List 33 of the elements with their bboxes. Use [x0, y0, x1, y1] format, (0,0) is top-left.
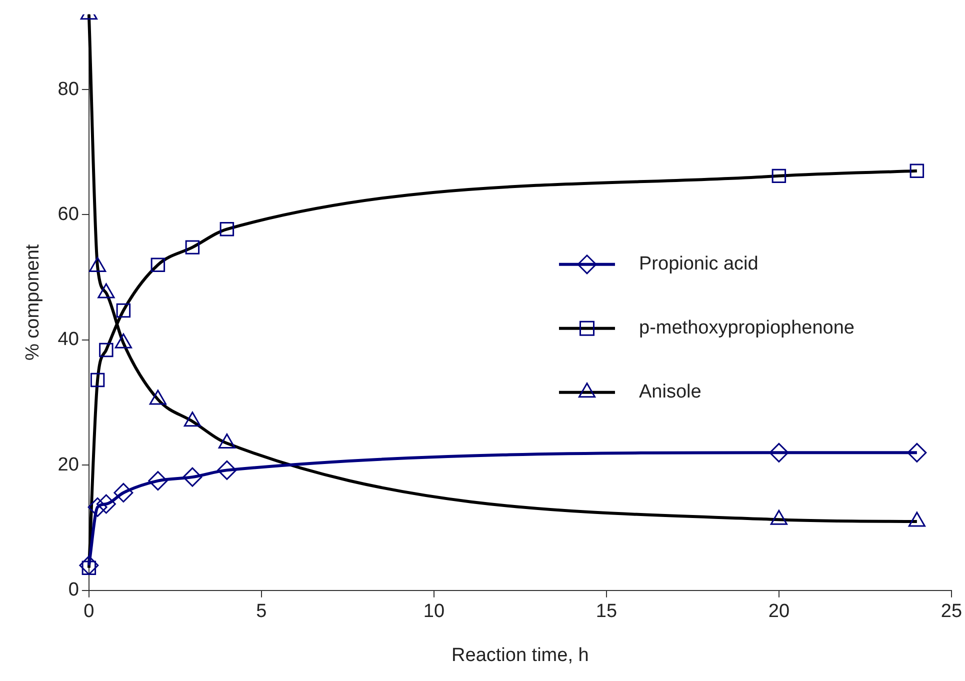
- x-tick-label: 15: [596, 601, 618, 622]
- y-tick-label: 80: [58, 78, 79, 100]
- point: [220, 222, 234, 236]
- x-tick-label: 20: [768, 601, 790, 622]
- point: [910, 164, 924, 178]
- point: [182, 467, 202, 487]
- point: [772, 168, 786, 184]
- point: [185, 240, 200, 254]
- x-tick-label: 0: [84, 601, 94, 622]
- point: [148, 471, 168, 491]
- legend-label: Propionic acid: [638, 254, 758, 275]
- point: [116, 303, 131, 318]
- x-tick-label: 10: [423, 601, 445, 622]
- point: [907, 442, 927, 462]
- point: [150, 258, 166, 272]
- x-axis-title: Reaction time, h: [452, 644, 589, 666]
- y-tick-label: 20: [58, 454, 79, 476]
- x-tick-label: 25: [940, 601, 962, 622]
- point: [217, 460, 237, 480]
- point: [79, 556, 99, 576]
- y-tick-label: 60: [58, 204, 79, 225]
- point: [96, 494, 116, 514]
- point: [114, 482, 134, 502]
- point: [88, 497, 108, 517]
- point: [99, 342, 114, 358]
- x-tick-label: 5: [256, 601, 267, 622]
- point: [90, 372, 105, 388]
- y-tick-label: 0: [68, 580, 79, 601]
- y-tick-label: 40: [58, 329, 79, 350]
- legend-label: Anisole: [638, 382, 702, 403]
- point: [769, 442, 789, 462]
- legend-label: p-methoxypropiophenone: [638, 318, 854, 339]
- y-axis-title: % component: [22, 244, 44, 360]
